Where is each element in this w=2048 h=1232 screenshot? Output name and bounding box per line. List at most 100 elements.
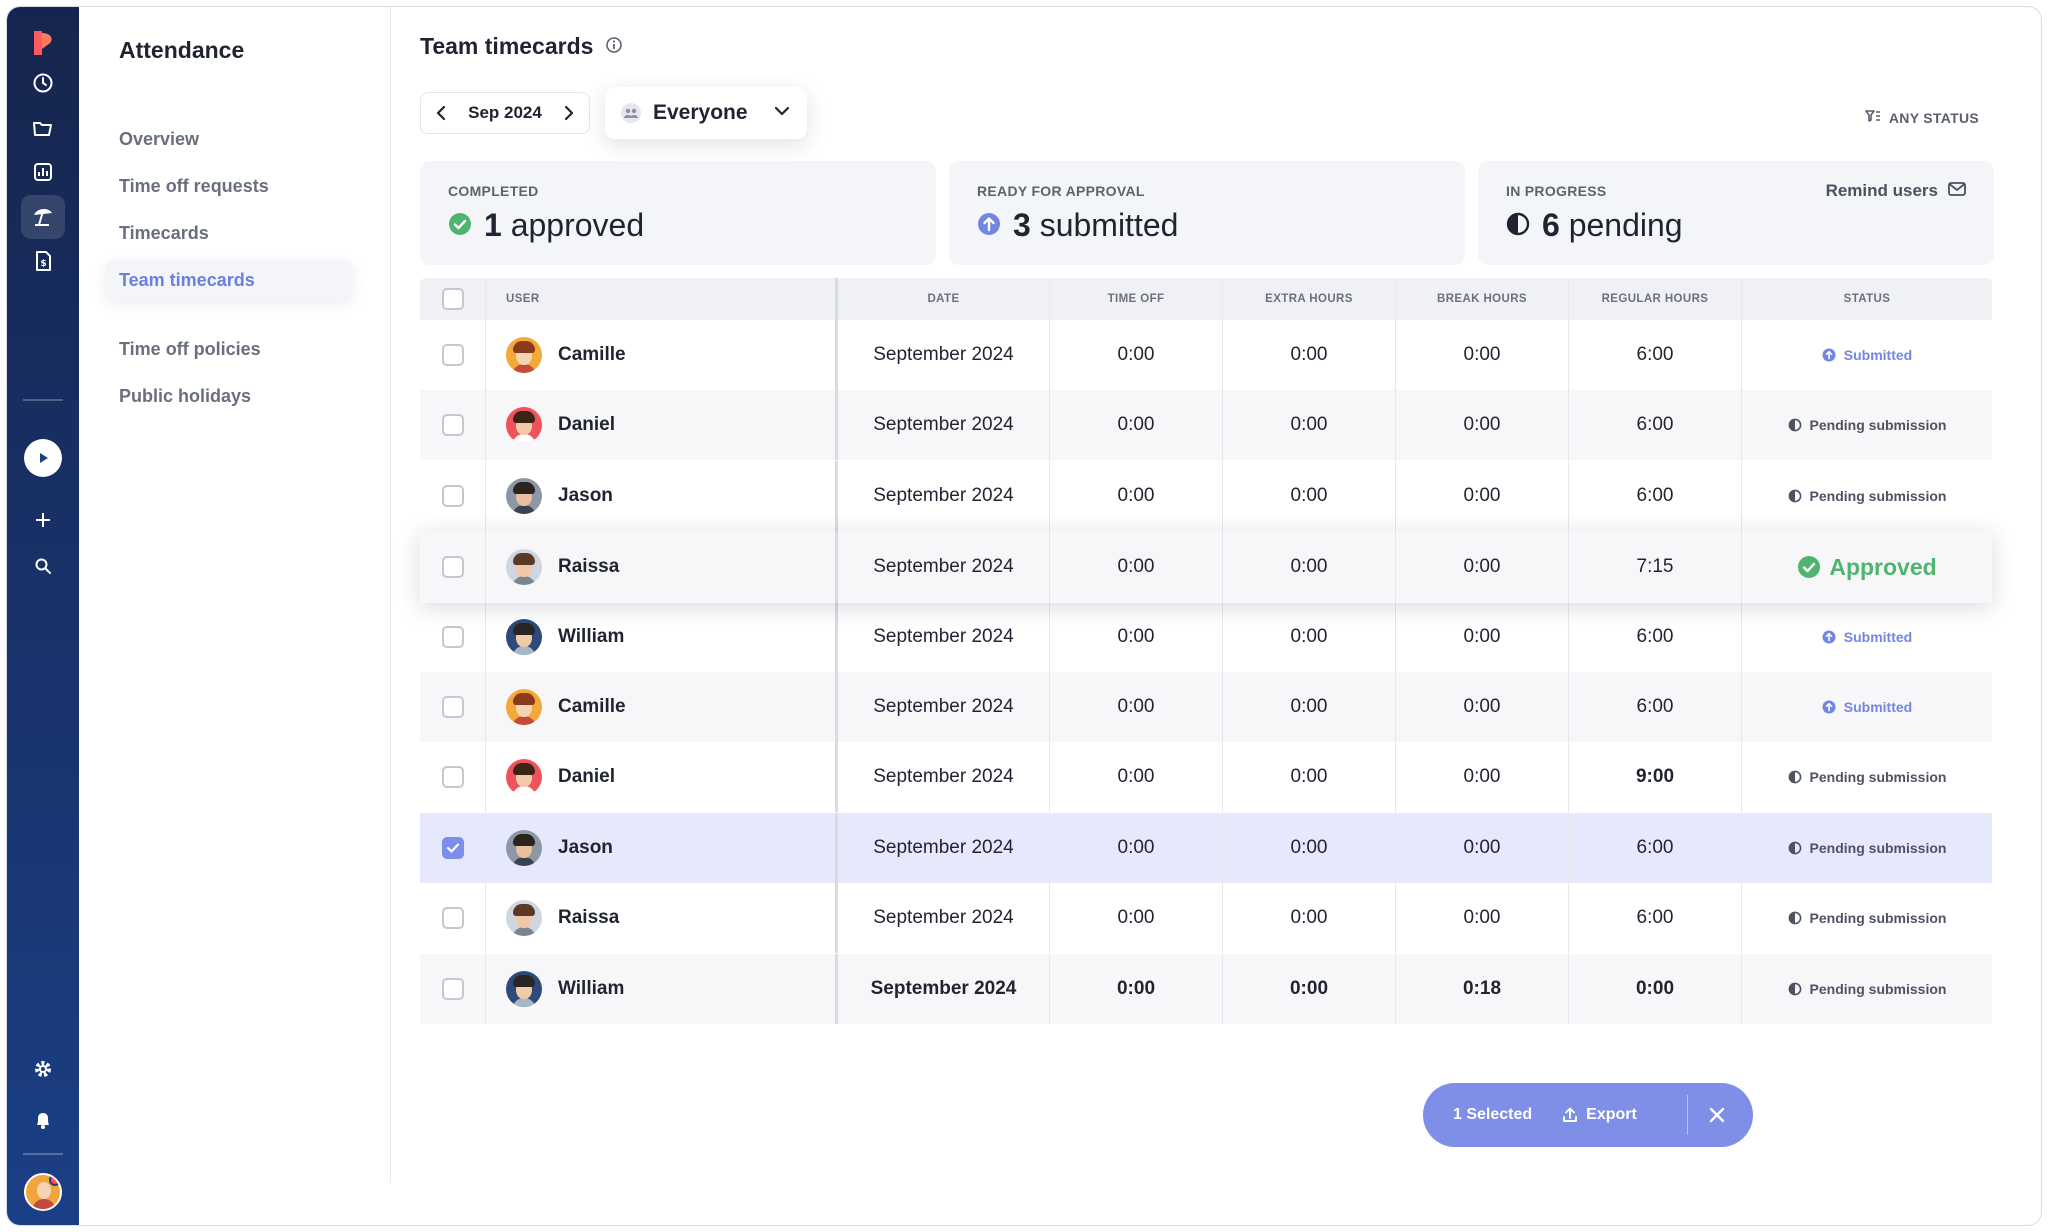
column-header-user[interactable]: USER [486, 278, 838, 320]
user-cell: Raissa [486, 531, 838, 603]
row-select-cell [420, 461, 486, 531]
status-label: Pending submission [1809, 769, 1947, 785]
table-row[interactable]: Camille September 2024 0:00 0:00 0:00 6:00 Sub… [420, 672, 1992, 742]
user-name[interactable]: Camille [558, 696, 626, 717]
ready-label: submitted [1039, 207, 1179, 243]
column-header-time-off[interactable]: TIME OFF [1050, 278, 1223, 320]
status-cell: Approved [1742, 531, 1992, 603]
row-checkbox[interactable] [441, 766, 464, 788]
avatar [506, 337, 542, 373]
invoice-icon[interactable]: $ [21, 239, 65, 283]
user-name[interactable]: Raissa [558, 907, 620, 928]
chevron-left-icon[interactable] [433, 105, 449, 121]
table-row[interactable]: Raissa September 2024 0:00 0:00 0:00 7:15 Appr… [420, 531, 1992, 603]
upload-icon [1563, 1107, 1578, 1122]
user-cell: William [486, 602, 838, 672]
user-name[interactable]: Jason [558, 837, 613, 858]
status-cell: Pending submission [1742, 813, 1992, 883]
nav-item-timecards[interactable]: Timecards [119, 222, 209, 243]
plus-icon[interactable] [21, 498, 65, 542]
select-all-checkbox[interactable] [441, 288, 464, 310]
user-name[interactable]: Raissa [558, 556, 620, 577]
break-hours-cell: 0:18 [1396, 954, 1569, 1024]
completed-value: 1 approved [448, 207, 644, 244]
user-avatar[interactable] [24, 1173, 62, 1211]
nav-item-team-timecards[interactable]: Team timecards [105, 260, 353, 300]
column-header-extra-hours[interactable]: EXTRA HOURS [1223, 278, 1396, 320]
column-header-break-hours[interactable]: BREAK HOURS [1396, 278, 1569, 320]
row-checkbox[interactable] [441, 978, 464, 1000]
row-checkbox[interactable] [441, 556, 464, 578]
row-checkbox[interactable] [441, 626, 464, 648]
arrow-up-circle-icon [977, 207, 1001, 244]
table-row[interactable]: Raissa September 2024 0:00 0:00 0:00 6:00 Pend… [420, 883, 1992, 953]
table-row[interactable]: William September 2024 0:00 0:00 0:00 6:00 Sub… [420, 602, 1992, 672]
ready-count: 3 [1013, 207, 1031, 243]
play-icon[interactable] [24, 439, 62, 477]
gear-icon[interactable] [21, 1047, 65, 1091]
nav-item-public-holidays[interactable]: Public holidays [119, 385, 252, 406]
beach-umbrella-icon[interactable] [21, 195, 65, 239]
regular-hours-cell: 7:15 [1569, 531, 1742, 603]
user-name[interactable]: William [558, 626, 625, 647]
chevron-right-icon[interactable] [561, 105, 577, 121]
row-checkbox[interactable] [441, 837, 464, 859]
status-label: Submitted [1843, 629, 1913, 645]
date-cell: September 2024 [838, 390, 1050, 460]
avatar [506, 549, 542, 585]
user-name[interactable]: Jason [558, 485, 613, 506]
row-select-cell [420, 954, 486, 1024]
info-icon[interactable] [605, 33, 623, 60]
table-row[interactable]: Camille September 2024 0:00 0:00 0:00 6:00 Sub… [420, 320, 1992, 390]
row-select-cell [420, 672, 486, 742]
table-row[interactable]: Daniel September 2024 0:00 0:00 0:00 6:00 Pend… [420, 390, 1992, 460]
bell-icon[interactable] [21, 1098, 65, 1142]
user-cell: Camille [486, 672, 838, 742]
remind-users-button[interactable]: Remind users [1826, 181, 1966, 201]
user-name[interactable]: Daniel [558, 414, 616, 435]
row-select-cell [420, 883, 486, 953]
row-checkbox[interactable] [441, 907, 464, 929]
nav-item-time-off-requests[interactable]: Time off requests [119, 175, 269, 196]
break-hours-cell: 0:00 [1396, 390, 1569, 460]
nav-item-overview[interactable]: Overview [119, 128, 200, 149]
icon-rail: $ [7, 7, 79, 1225]
table-row[interactable]: Daniel September 2024 0:00 0:00 0:00 9:00 Pend… [420, 742, 1992, 812]
app-logo[interactable] [21, 21, 65, 65]
user-cell: Jason [486, 813, 838, 883]
status-label: Pending submission [1809, 981, 1947, 997]
bulk-action-bar: 1 Selected Export [1423, 1083, 1753, 1147]
row-checkbox[interactable] [441, 696, 464, 718]
column-header-date[interactable]: DATE [838, 278, 1050, 320]
status-filter-button[interactable]: ANY STATUS [1865, 109, 1979, 126]
row-checkbox[interactable] [441, 414, 464, 436]
attendance-nav: Attendance Overview Time off requests Ti… [79, 7, 391, 1183]
svg-text:$: $ [40, 259, 46, 269]
folder-icon[interactable] [21, 106, 65, 150]
status-badge: Pending submission [1788, 840, 1946, 856]
table-header: USER DATE TIME OFF EXTRA HOURS BREAK HOU… [420, 278, 1992, 320]
clock-icon[interactable] [21, 61, 65, 105]
avatar [506, 478, 542, 514]
nav-item-time-off-policies[interactable]: Time off policies [119, 338, 261, 359]
table-row[interactable]: Jason September 2024 0:00 0:00 0:00 6:00 Pendi… [420, 813, 1992, 883]
user-name[interactable]: Camille [558, 344, 626, 365]
row-checkbox[interactable] [441, 485, 464, 507]
break-hours-cell: 0:00 [1396, 883, 1569, 953]
people-filter-select[interactable]: Everyone [605, 87, 807, 139]
report-icon[interactable] [21, 150, 65, 194]
table-row[interactable]: Jason September 2024 0:00 0:00 0:00 6:00 Pendi… [420, 461, 1992, 531]
break-hours-cell: 0:00 [1396, 813, 1569, 883]
export-button[interactable]: Export [1562, 1106, 1637, 1124]
table-row[interactable]: William September 2024 0:00 0:00 0:18 0:00 Pen… [420, 954, 1992, 1024]
extra-hours-cell: 0:00 [1223, 461, 1396, 531]
user-cell: Daniel [486, 390, 838, 460]
user-name[interactable]: Daniel [558, 766, 616, 787]
extra-hours-cell: 0:00 [1223, 813, 1396, 883]
search-icon[interactable] [21, 544, 65, 588]
close-icon[interactable] [1705, 1103, 1729, 1127]
user-name[interactable]: William [558, 978, 625, 999]
column-header-status[interactable]: STATUS [1843, 293, 1891, 305]
column-header-regular-hours[interactable]: REGULAR HOURS [1569, 278, 1742, 320]
row-checkbox[interactable] [441, 344, 464, 366]
